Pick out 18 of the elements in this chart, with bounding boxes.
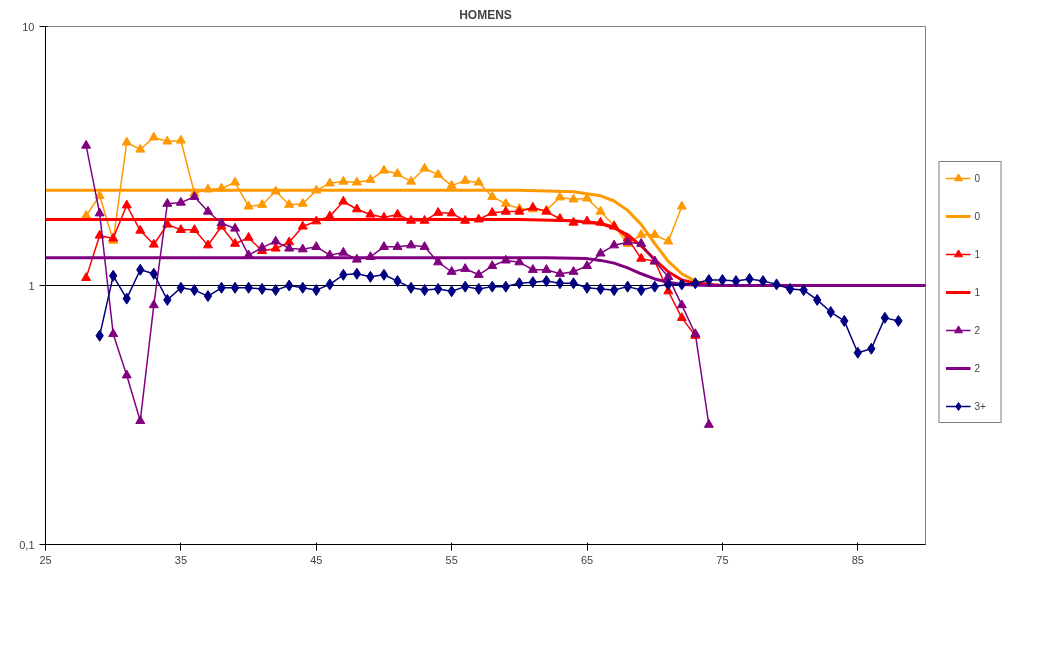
x-tick-label: 35 — [174, 553, 188, 566]
x-tick-label: 25 — [39, 553, 52, 566]
legend-label: 3+ — [974, 400, 987, 412]
y-tick-label: 0,1 — [19, 538, 35, 551]
x-tick-label: 65 — [580, 553, 594, 566]
legend-label: 1 — [974, 248, 982, 260]
x-tick-label: 85 — [851, 553, 864, 566]
y-tick-label: 10 — [22, 20, 35, 33]
legend-label: 2 — [974, 324, 982, 336]
x-tick-label: 45 — [310, 553, 323, 566]
legend-label: 0 — [974, 172, 982, 184]
x-tick-label: 55 — [445, 553, 458, 566]
legend-label: 0 — [974, 210, 982, 222]
x-tick-label: 75 — [716, 553, 729, 566]
legend-label: 2 — [974, 362, 982, 374]
legend-label: 1 — [974, 286, 982, 298]
chart-title: HOMENS — [459, 7, 512, 22]
y-tick-label: 1 — [28, 279, 35, 292]
